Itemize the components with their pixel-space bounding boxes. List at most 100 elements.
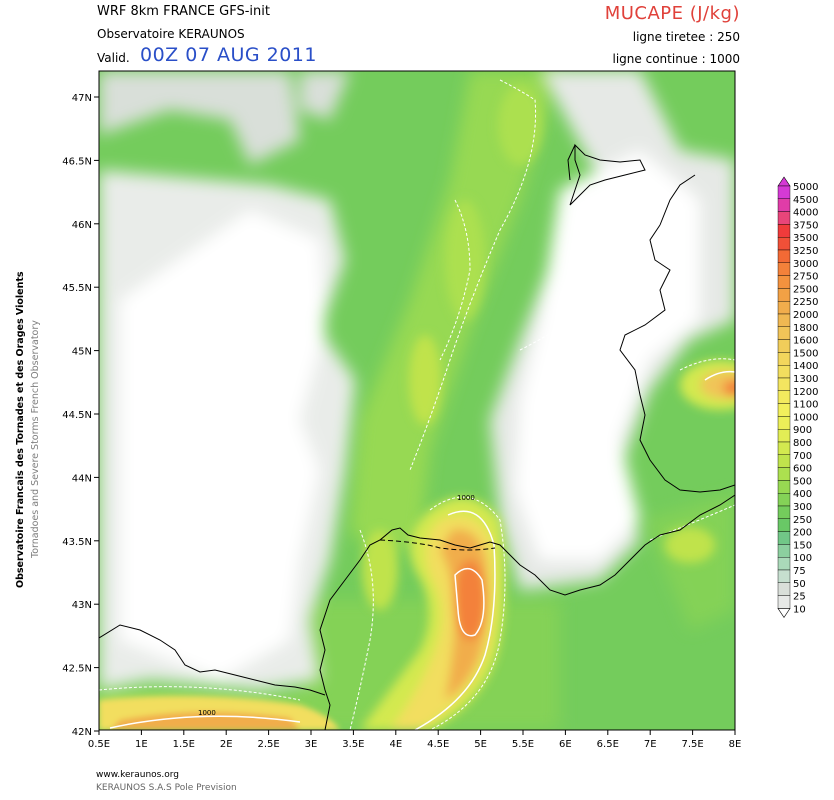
legend-level-label: 3750 [793, 220, 818, 231]
legend-swatch [777, 582, 791, 596]
legend-level-label: 400 [793, 489, 812, 500]
legend-swatch [777, 544, 791, 558]
lon-tick-label: 7.5E [681, 739, 703, 750]
lon-tick-label: 2E [220, 739, 233, 750]
legend-swatch [777, 377, 791, 392]
legend-swatch [777, 429, 791, 443]
lon-tick-label: 3.5E [342, 739, 364, 750]
legend-level-label: 1800 [793, 323, 818, 334]
legend-level-label: 150 [793, 540, 812, 551]
legend-swatch [777, 249, 791, 264]
legend-level-label: 75 [793, 566, 806, 577]
legend-level-label: 900 [793, 425, 812, 436]
legend-level-label: 50 [793, 579, 806, 590]
legend-level-label: 1400 [793, 361, 818, 372]
lon-tick-label: 4E [389, 739, 402, 750]
legend-level-label: 2250 [793, 297, 818, 308]
legend-level-label: 1600 [793, 336, 818, 347]
legend-level-label: 700 [793, 451, 812, 462]
legend-swatch [777, 493, 791, 507]
legend-level-label: 2750 [793, 272, 818, 283]
dashed-contour-note: ligne tiretee : 250 [632, 30, 740, 44]
legend-swatch [777, 352, 791, 366]
observatory-title: Observatoire KERAUNOS [97, 27, 245, 41]
lon-tick-label: 3E [305, 739, 318, 750]
legend-swatch [777, 441, 791, 456]
coastline-dashed [379, 539, 496, 551]
legend-level-label: 1000 [793, 412, 818, 423]
lon-tick-label: 4.5E [427, 739, 449, 750]
legend-swatch [777, 211, 791, 225]
legend-level-label: 1200 [793, 387, 818, 398]
legend-swatch [777, 339, 791, 353]
legend-level-label: 600 [793, 464, 812, 475]
lon-tick-label: 1E [135, 739, 148, 750]
valid-label: Valid. [97, 51, 130, 65]
legend-level-label: 300 [793, 502, 812, 513]
legend-swatch [777, 236, 791, 251]
lon-tick-label: 1.5E [173, 739, 195, 750]
lon-tick-label: 6E [559, 739, 572, 750]
model-title: WRF 8km FRANCE GFS-init [97, 4, 270, 19]
legend-level-label: 4000 [793, 208, 818, 219]
mucape-field: 1000 1000 [99, 71, 735, 730]
legend-level-label: 1300 [793, 374, 818, 385]
footer-organization: KERAUNOS S.A.S Pole Prevision [96, 783, 237, 793]
lon-tick-label: 5.5E [512, 739, 534, 750]
legend-swatch [777, 480, 791, 494]
lon-tick-label: 0.5E [88, 739, 110, 750]
lon-tick-label: 5E [474, 739, 487, 750]
lat-tick-label: 45.5N [62, 283, 92, 294]
legend-arrow-top [777, 176, 791, 187]
lat-tick-label: 44N [72, 473, 92, 484]
legend-level-label: 2500 [793, 284, 818, 295]
legend-swatch [777, 301, 791, 315]
legend-level-label: 3000 [793, 259, 818, 270]
legend-level-label: 1500 [793, 348, 818, 359]
legend-swatch [777, 288, 791, 302]
lon-tick-label: 8E [729, 739, 742, 750]
lat-tick-label: 45N [72, 347, 92, 358]
legend-swatch [777, 224, 791, 238]
lat-tick-label: 46N [72, 220, 92, 231]
legend-swatch [777, 531, 791, 545]
legend-level-label: 3250 [793, 246, 818, 257]
lon-tick-label: 2.5E [257, 739, 279, 750]
legend-level-label: 100 [793, 553, 812, 564]
legend-level-label: 4500 [793, 195, 818, 206]
latitude-axis: 47N 46.5N 46N 45.5N 45N 44.5N 44N 43.5N 43N 42.5N… [62, 93, 99, 738]
lat-tick-label: 43N [72, 600, 92, 611]
legend-swatch [777, 185, 791, 200]
legend-swatch [777, 454, 791, 468]
legend-swatch [777, 505, 791, 520]
legend-swatch [777, 275, 791, 289]
longitude-axis: 0.5E 1E 1.5E 2E 2.5E 3E 3.5E 4E 4.5E 5E 5.5E 6E 6.5E… [88, 730, 741, 750]
footer-url: www.keraunos.org [96, 770, 179, 780]
legend-swatch [777, 557, 791, 571]
legend-swatch [777, 518, 791, 532]
contour-label: 1000 [198, 709, 216, 717]
dashed-contours [99, 79, 735, 730]
legend-level-label: 250 [793, 515, 812, 526]
legend-level-label: 5000 [793, 182, 818, 193]
legend-swatch [777, 262, 791, 276]
map-frame [98, 70, 736, 731]
legend-arrow-bottom [777, 608, 791, 618]
legend-swatch [777, 365, 791, 379]
lat-tick-label: 46.5N [62, 156, 92, 167]
lat-tick-label: 44.5N [62, 410, 92, 421]
legend-swatch [777, 595, 791, 609]
legend-swatch [777, 403, 791, 417]
lat-tick-label: 42N [72, 727, 92, 738]
legend-level-label: 200 [793, 528, 812, 539]
coastlines-borders [99, 143, 735, 730]
legend-level-label: 500 [793, 476, 812, 487]
legend-swatch [777, 569, 791, 584]
legend-level-label: 10 [793, 604, 806, 615]
legend-level-label: 2000 [793, 310, 818, 321]
legend-level-label: 3500 [793, 233, 818, 244]
lat-tick-label: 43.5N [62, 537, 92, 548]
legend-swatch [777, 326, 791, 340]
